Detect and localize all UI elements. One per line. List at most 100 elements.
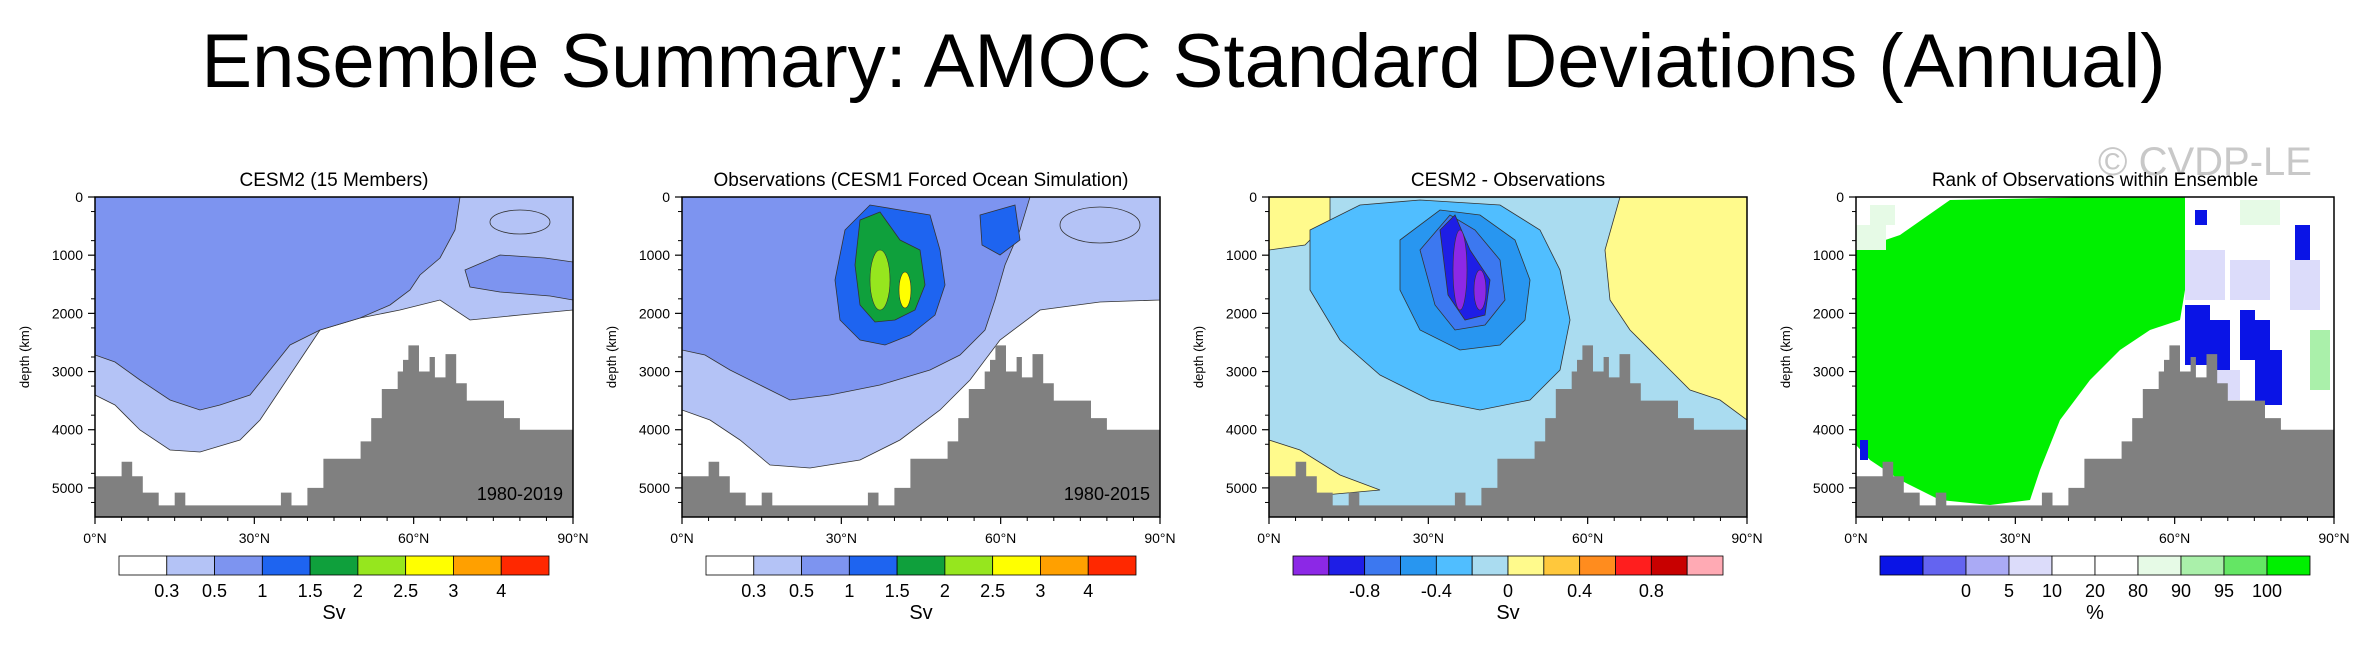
panel-3-ytick-label: 3000 [1226, 364, 1257, 380]
panel-3-colorbar-box [1615, 555, 1652, 576]
panel-1-bathymetry [95, 345, 573, 517]
panel-4-rank-20-patches [2185, 250, 2320, 400]
panel-4-colorbar-box [2008, 555, 2053, 576]
panel-2-colorbar-box [896, 555, 946, 576]
panel-3-title: CESM2 - Observations [1411, 170, 1605, 191]
panel-4-colorbar-box [2094, 555, 2139, 576]
panel-3-colorbar-unit: Sv [1496, 602, 1519, 624]
panel-2-colorbar-box [848, 555, 898, 576]
panel-4-colorbar-label: 20 [2085, 581, 2105, 601]
panel-1-contour-0.3b [489, 209, 551, 235]
panel-4-colorbar-box [1965, 555, 2010, 576]
panel-3-colorbar-label: -0.8 [1349, 581, 1380, 601]
panel-1-ytick-label: 2000 [52, 305, 83, 321]
panel-3-contour-neg-6 [1473, 269, 1487, 311]
panel-3-colorbar-label: 0.8 [1639, 581, 1664, 601]
panel-3-xtick-label: 60°N [1572, 530, 1603, 546]
panel-2-axes: Observations (CESM1 Forced Ocean Simulat… [604, 170, 1176, 624]
panel-4-rank-100 [1856, 197, 2185, 505]
panel-1-contour-0.5b [464, 254, 573, 301]
panel-2-colorbar-label: 1 [844, 581, 854, 601]
panel-4-ylabel: depth (km) [1778, 326, 1793, 388]
panel-2-colorbar-box [1087, 555, 1137, 576]
panel-1-axes: CESM2 (15 Members) 1980-2019 0 1000 2000 3000… [17, 170, 589, 624]
panel-3-contour-neg-5 [1452, 229, 1468, 311]
panel-4-xtick-label: 60°N [2159, 530, 2190, 546]
panel-3-contour-pos-2 [1604, 197, 1747, 421]
panel-3-colorbar-box [1650, 555, 1688, 576]
panel-2-xtick-label: 60°N [985, 530, 1016, 546]
panel-3-colorbar-box [1579, 555, 1616, 576]
panel-4-xtick-label: 0°N [1844, 530, 1868, 546]
panel-3-colorbar-label: -0.4 [1421, 581, 1452, 601]
panel-2-colorbar-box [801, 555, 850, 576]
panel-1-ytick-label: 1000 [52, 247, 83, 263]
panel-1-colorbar-box [405, 555, 454, 576]
panel-4-colorbar-box [1879, 555, 1924, 576]
panel-4-title: Rank of Observations within Ensemble [1932, 170, 2258, 191]
panel-2-colorbar-box [705, 555, 755, 576]
panel-1-colorbar-box [357, 555, 407, 576]
panel-2-contour-1b [979, 204, 1021, 256]
panel-3-ytick-label: 1000 [1226, 247, 1257, 263]
panel-2-contour-2 [869, 249, 891, 311]
panel-4-colorbar-label: 100 [2252, 581, 2282, 601]
panel-1-period: 1980-2019 [477, 484, 563, 504]
panel-1-colorbar-box [453, 555, 502, 576]
panel-2-colorbar-label: 0.5 [789, 581, 814, 601]
panel-3-colorbar-box [1435, 555, 1473, 576]
panel-1-colorbar-box [118, 555, 168, 576]
panel-4-ytick-label: 4000 [1813, 422, 1844, 438]
panel-1-ytick-label: 4000 [52, 422, 83, 438]
panel-2-colorbar-label: 1.5 [885, 581, 910, 601]
panel-4-xtick-label: 90°N [2318, 530, 2349, 546]
panel-3-ytick-label: 2000 [1226, 305, 1257, 321]
panel-2-colorbar-label: 2.5 [980, 581, 1005, 601]
panel-2-colorbar-label: 2 [940, 581, 950, 601]
panel-3-colorbar-label: 0.4 [1567, 581, 1592, 601]
panel-2-contour-0.3b [1059, 206, 1141, 244]
panel-1-colorbar-label: 2 [353, 581, 363, 601]
panel-3-ylabel: depth (km) [1191, 326, 1206, 388]
panel-2-bathymetry [682, 345, 1160, 517]
panel-3-ytick-label: 0 [1249, 189, 1257, 205]
panel-3-colorbar-box [1292, 555, 1330, 576]
panel-2-title: Observations (CESM1 Forced Ocean Simulat… [714, 170, 1129, 191]
panel-1-xtick-label: 30°N [239, 530, 270, 546]
panel-1-ylabel: depth (km) [17, 326, 32, 388]
panel-1-colorbar-box [261, 555, 311, 576]
panel-1-colorbar-box [214, 555, 263, 576]
panel-3-colorbar-box [1686, 555, 1724, 576]
panel-4-colorbar-label: 80 [2128, 581, 2148, 601]
panel-1-colorbar-label: 4 [496, 581, 506, 601]
panel-4-colorbar-box [2051, 555, 2096, 576]
panel-2-period: 1980-2015 [1064, 484, 1150, 504]
panel-3-colorbar-box [1364, 555, 1401, 576]
panel-1-colorbar-label: 1.5 [298, 581, 323, 601]
panel-4-axes: Rank of Observations within Ensemble0100… [1778, 170, 2350, 624]
panel-4-rank-90-patches [1856, 200, 2330, 390]
panel-1-ytick-label: 0 [75, 189, 83, 205]
panel-1-colorbar-box [309, 555, 359, 576]
panel-3-bathymetry [1269, 345, 1747, 517]
panel-1-colorbar-box [166, 555, 215, 576]
panel-3-colorbar-box [1400, 555, 1437, 576]
panel-1-colorbar-label: 1 [257, 581, 267, 601]
panel-2-field [682, 197, 1160, 469]
panel-4-colorbar-box [1922, 555, 1967, 576]
panel-4-bathymetry [1856, 345, 2334, 517]
panel-3-colorbar-box [1507, 555, 1545, 576]
panel-3-colorbar-box [1471, 555, 1509, 576]
panel-2-ytick-label: 5000 [639, 480, 670, 496]
panel-2-colorbar-box [1040, 555, 1089, 576]
panel-4-colorbar-label: 5 [2004, 581, 2014, 601]
panel-3-colorbar-label: 0 [1503, 581, 1513, 601]
panel-2-colorbar-label: 4 [1083, 581, 1093, 601]
panel-4-ytick-label: 5000 [1813, 480, 1844, 496]
panel-1-colorbar-box [500, 555, 550, 576]
panel-2-ytick-label: 4000 [639, 422, 670, 438]
watermark: © CVDP-LE [2098, 140, 2312, 184]
panel-2-xtick-label: 30°N [826, 530, 857, 546]
panel-3-colorbar-box [1328, 555, 1366, 576]
